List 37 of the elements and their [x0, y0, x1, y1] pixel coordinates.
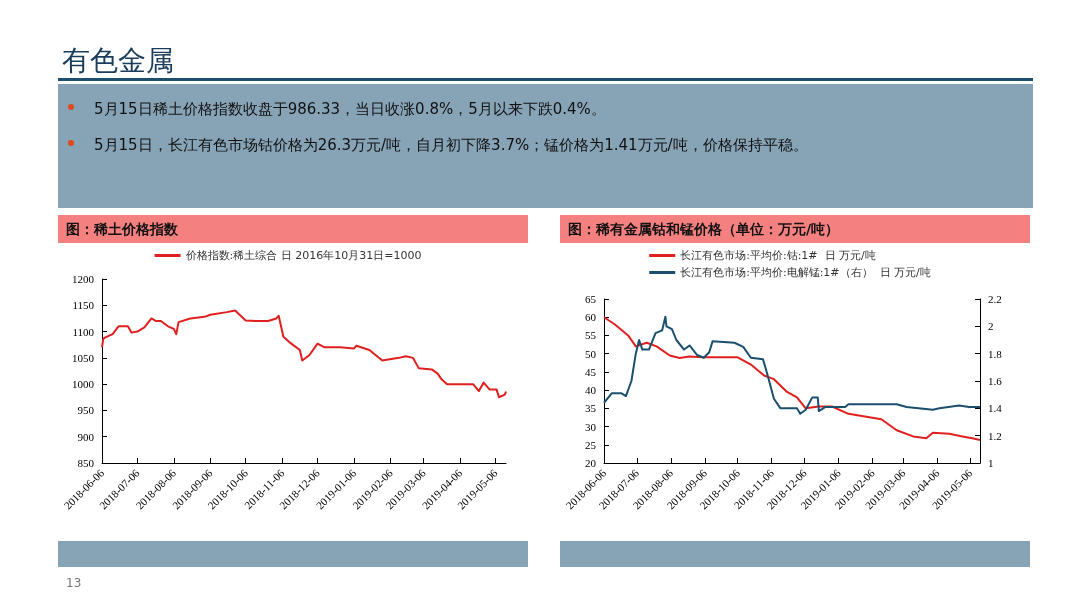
y-tick-label: 25 [585, 438, 597, 451]
line-series [603, 316, 981, 442]
y2-tick-label: 1.4 [988, 402, 1003, 415]
y-tick-label: 850 [77, 457, 95, 469]
chart-title: 图：稀有金属钴和锰价格（单位：万元/吨） [560, 215, 1030, 243]
text: 13 [66, 576, 82, 590]
y-tick-label: 20 [585, 457, 597, 469]
y-tick-label: 60 [585, 311, 597, 324]
line-series [101, 309, 507, 399]
y2-tick-label: 1.2 [988, 429, 1002, 442]
text: 有色金属 [62, 43, 174, 79]
y-tick-label: 950 [77, 404, 95, 417]
y-tick-label: 30 [585, 420, 597, 433]
y-tick-label: 1050 [72, 351, 95, 364]
legend-label: 价格指数:稀土综合 日 2016年10月31日=1000 [184, 249, 422, 262]
y-tick-label: 40 [585, 384, 597, 397]
y-tick-label: 55 [585, 329, 597, 342]
y-tick-label: 45 [585, 365, 597, 378]
y-tick-label: 65 [585, 293, 597, 305]
y-tick-label: 1150 [72, 299, 95, 312]
y-tick-label: 1200 [72, 273, 95, 285]
chart-title: 图：稀土价格指数 [58, 215, 528, 243]
y-tick-label: 1100 [72, 325, 95, 338]
text: 5月15日，长江有色市场钴价格为26.3万元/吨，自月初下降3.7%；锰价格为1.41万元/吨，价格保持平稳。 [94, 135, 808, 156]
y2-tick-label: 1 [988, 457, 994, 469]
y-tick-label: 900 [77, 430, 95, 443]
y2-tick-label: 2 [988, 320, 994, 333]
legend-label: 长江有色市场:平均价:电解锰:1#（右） 日 万元/吨 [680, 266, 931, 279]
y2-tick-label: 1.8 [988, 347, 1003, 360]
y-tick-label: 1000 [72, 378, 95, 391]
y-tick-label: 50 [585, 347, 597, 360]
y2-tick-label: 1.6 [988, 375, 1003, 387]
line-series [603, 315, 981, 415]
y2-tick-label: 2.2 [988, 293, 1002, 305]
y-tick-label: 35 [585, 402, 597, 415]
text: 5月15日稀土价格指数收盘于986.33，当日收涨0.8%，5月以来下跌0.4%。 [94, 99, 606, 120]
legend-label: 长江有色市场:平均价:钴:1# 日 万元/吨 [680, 249, 876, 262]
